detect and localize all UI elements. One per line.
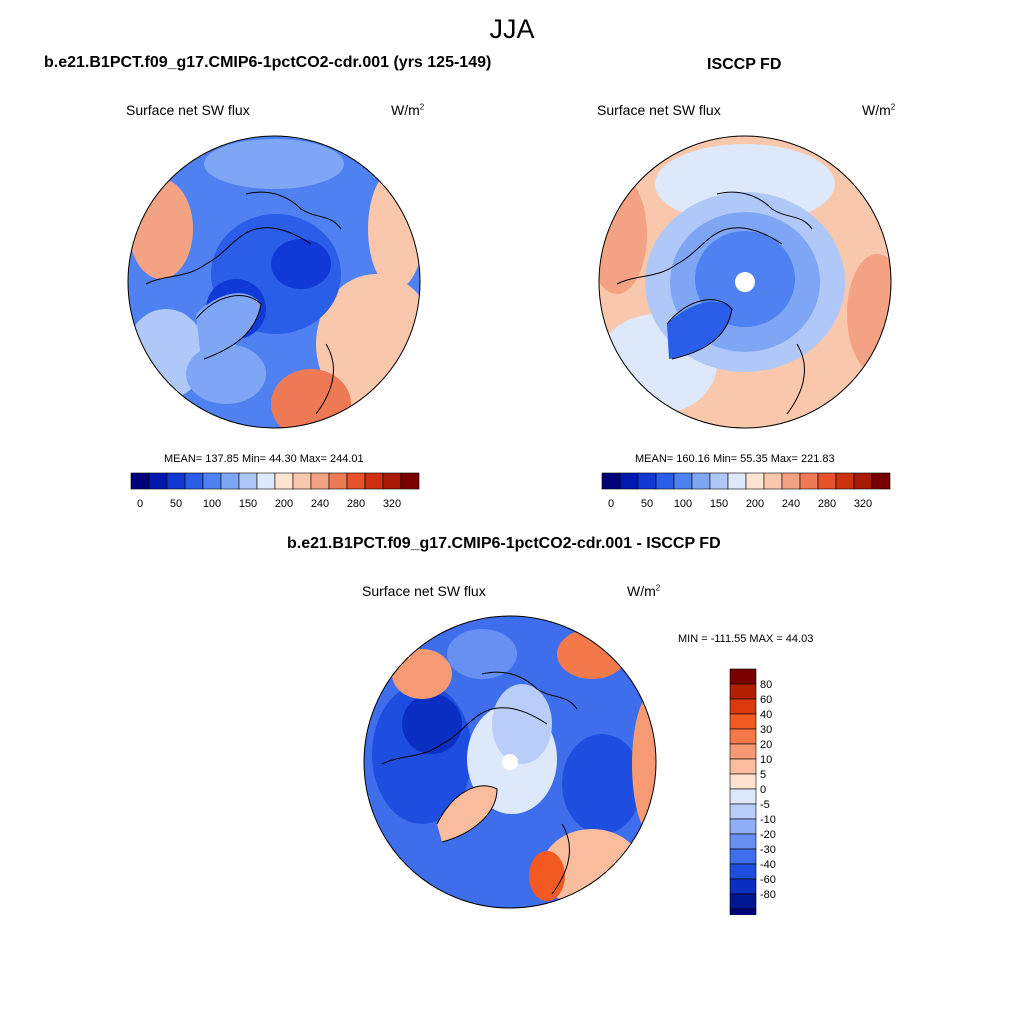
diff-colorbar-label: 0 (760, 784, 766, 796)
panel-1-colorbar-label: 240 (311, 498, 329, 510)
diff-colorbar-label: -80 (760, 889, 776, 901)
diff-colorbar-label: -40 (760, 859, 776, 871)
panel-2-colorbar-label: 200 (746, 498, 764, 510)
diff-colorbar-label: -60 (760, 874, 776, 886)
panel-2-polar-map (598, 135, 892, 429)
panel-2-colorbar-label: 320 (854, 498, 872, 510)
panel-2-stats: MEAN= 160.16 Min= 55.35 Max= 221.83 (635, 453, 835, 465)
diff-colorbar-label: -20 (760, 829, 776, 841)
panel-2-variable: Surface net SW flux (597, 102, 721, 118)
diff-panel-units: W/m2 (627, 583, 661, 599)
panel-2-colorbar-swatch (637, 472, 657, 490)
panel-1-colorbar-swatch (166, 472, 186, 490)
diff-colorbar-swatch (729, 713, 757, 730)
panel-1-colorbar-swatch (220, 472, 240, 490)
panel-1-colorbar-swatch (382, 472, 402, 490)
panel-2-units: W/m2 (862, 102, 896, 118)
diff-colorbar-label: 60 (760, 694, 772, 706)
panel-1-colorbar-swatch (364, 472, 384, 490)
panel-2-colorbar-label: 100 (674, 498, 692, 510)
panel-1-colorbar-label: 0 (137, 498, 143, 510)
panel-1-colorbar-label: 50 (170, 498, 182, 510)
panel-1-colorbar: 0 50 100 150 200 240 280 320 (130, 472, 420, 510)
diff-panel-title: b.e21.B1PCT.f09_g17.CMIP6-1pctCO2-cdr.00… (287, 535, 721, 552)
diff-colorbar-swatch (729, 818, 757, 835)
panel-1-colorbar-swatch (130, 472, 150, 490)
panel-1-colorbar-swatch (184, 472, 204, 490)
diff-colorbar-swatch (729, 848, 757, 865)
panel-2-colorbar-label: 240 (782, 498, 800, 510)
diff-colorbar-swatch (729, 863, 757, 880)
panel-2-colorbar-swatch (691, 472, 711, 490)
panel-1-colorbar-label: 150 (239, 498, 257, 510)
panel-1-title: b.e21.B1PCT.f09_g17.CMIP6-1pctCO2-cdr.00… (44, 54, 492, 71)
diff-colorbar-label: 5 (760, 769, 766, 781)
panel-2-colorbar-swatch (817, 472, 837, 490)
panel-1-units: W/m2 (391, 102, 425, 118)
panel-1-colorbar-swatch (400, 472, 420, 490)
diff-colorbar-label: 20 (760, 739, 772, 751)
season-title: JJA (489, 14, 535, 44)
diff-colorbar-swatch (729, 743, 757, 760)
panel-2-title: ISCCP FD (707, 56, 782, 73)
diff-colorbar-swatch (729, 893, 757, 910)
diff-colorbar-swatch (729, 788, 757, 805)
diff-colorbar-label: 30 (760, 724, 772, 736)
panel-1-colorbar-label: 320 (383, 498, 401, 510)
panel-2-colorbar-swatch (781, 472, 801, 490)
panel-1-colorbar-swatch (292, 472, 312, 490)
panel-1-colorbar-swatch (328, 472, 348, 490)
diff-colorbar-swatch (729, 833, 757, 850)
panel-2-colorbar: 0 50 100 150 200 240 280 320 (601, 472, 891, 510)
panel-1-colorbar-swatch (256, 472, 276, 490)
diff-colorbar-label: -30 (760, 844, 776, 856)
panel-1-stats: MEAN= 137.85 Min= 44.30 Max= 244.01 (164, 453, 364, 465)
panel-2-colorbar-swatch (727, 472, 747, 490)
diff-colorbar-swatch (729, 698, 757, 715)
diff-colorbar-swatch (729, 683, 757, 700)
panel-1-variable: Surface net SW flux (126, 102, 250, 118)
panel-2-colorbar-swatch (835, 472, 855, 490)
diff-colorbar-swatch (729, 728, 757, 745)
panel-2-colorbar-swatch (601, 472, 621, 490)
panel-1-colorbar-swatch (238, 472, 258, 490)
panel-2-colorbar-label: 0 (608, 498, 614, 510)
panel-2-colorbar-label: 50 (641, 498, 653, 510)
diff-colorbar-label: 80 (760, 679, 772, 691)
panel-1-colorbar-label: 280 (347, 498, 365, 510)
panel-2-colorbar-label: 150 (710, 498, 728, 510)
panel-1-polar-map (127, 135, 421, 429)
diff-panel-polar-map (363, 615, 657, 909)
panel-1-colorbar-swatch (148, 472, 168, 490)
diff-colorbar-label: 10 (760, 754, 772, 766)
panel-2-colorbar-swatch (655, 472, 675, 490)
panel-1-colorbar-label: 100 (203, 498, 221, 510)
panel-2-colorbar-swatch (709, 472, 729, 490)
panel-1-colorbar-swatch (274, 472, 294, 490)
diff-colorbar-label: -5 (760, 799, 770, 811)
panel-2-colorbar-swatch (745, 472, 765, 490)
panel-2-colorbar-swatch (763, 472, 783, 490)
panel-1-colorbar-swatch (346, 472, 366, 490)
diff-colorbar-label: 40 (760, 709, 772, 721)
panel-1-colorbar-swatch (310, 472, 330, 490)
panel-1-colorbar-swatch (202, 472, 222, 490)
diff-colorbar-swatch (729, 668, 757, 685)
diff-colorbar-swatch (729, 803, 757, 820)
panel-2-colorbar-label: 280 (818, 498, 836, 510)
panel-2-colorbar-swatch (853, 472, 873, 490)
diff-panel-colorbar: 80 60 40 30 20 10 5 0 -5 -10 -20 -30 -40 -60 -80 (729, 668, 776, 915)
diff-panel-variable: Surface net SW flux (362, 583, 486, 599)
diff-colorbar-swatch (729, 908, 757, 915)
diff-colorbar-label: -10 (760, 814, 776, 826)
diff-colorbar-swatch (729, 878, 757, 895)
panel-2-colorbar-swatch (619, 472, 639, 490)
diff-colorbar-swatch (729, 773, 757, 790)
panel-2-colorbar-swatch (673, 472, 693, 490)
panel-2-colorbar-swatch (871, 472, 891, 490)
diff-colorbar-swatch (729, 758, 757, 775)
diff-panel-minmax: MIN = -111.55 MAX = 44.03 (678, 633, 814, 645)
panel-2-colorbar-swatch (799, 472, 819, 490)
panel-1-colorbar-label: 200 (275, 498, 293, 510)
